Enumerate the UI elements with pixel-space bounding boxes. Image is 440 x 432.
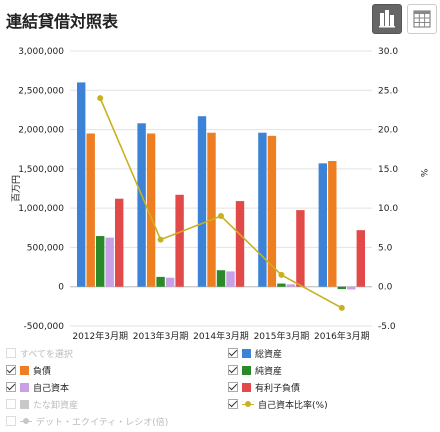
legend-label: 負債 <box>33 366 52 377</box>
y-tick-label: 0 <box>58 283 64 293</box>
bar-net_assets <box>216 270 226 287</box>
legend-checkbox[interactable] <box>228 348 238 358</box>
bar-interest_debt <box>175 194 184 287</box>
bar-net_assets <box>337 286 346 290</box>
point-equity_ratio <box>338 304 345 311</box>
bar-interest_debt <box>115 198 124 287</box>
legend-item[interactable]: 総資産 <box>228 345 282 361</box>
legend-label: 純資産 <box>255 366 283 377</box>
legend-swatch <box>242 365 251 375</box>
legend-checkbox[interactable] <box>6 348 16 358</box>
legend-swatch <box>20 365 29 375</box>
legend-checkbox[interactable] <box>228 382 238 392</box>
legend-item[interactable]: 有利子負債 <box>228 379 300 395</box>
bar-total_assets <box>197 116 207 287</box>
point-equity_ratio <box>278 271 285 278</box>
y2-tick-label: 20.0 <box>378 126 398 136</box>
legend-label: たな卸資産 <box>33 400 79 411</box>
bar-equity <box>286 284 296 287</box>
y2-tick-label: 15.0 <box>378 165 398 175</box>
bar-net_assets <box>277 283 286 287</box>
legend-item[interactable]: 自己資本 <box>6 379 69 395</box>
x-tick-label: 2014年3月期 <box>193 330 249 342</box>
x-tick-label: 2012年3月期 <box>72 330 128 342</box>
legend-line-swatch <box>20 417 32 426</box>
legend-label: すべてを選択 <box>20 349 73 360</box>
bar-equity <box>165 277 175 287</box>
bar-total_assets <box>258 132 267 287</box>
x-tick-label: 2015年3月期 <box>254 330 310 342</box>
y2-tick-label: -5.0 <box>378 322 396 332</box>
balance-sheet-chart: 3,000,000 2,500,000 2,000,000 1,500,000 1,00… <box>11 47 428 342</box>
legend-swatch <box>20 399 29 409</box>
y-tick-label: 1,000,000 <box>18 204 64 214</box>
y-tick-label: 2,000,000 <box>18 126 64 136</box>
legend-checkbox[interactable] <box>6 365 16 375</box>
y-tick-label: -500,000 <box>24 322 65 332</box>
legend-item[interactable]: 自己資本比率(%) <box>228 396 328 412</box>
legend-item[interactable]: たな卸資産 <box>6 396 78 412</box>
y2-tick-label: 5.0 <box>378 243 393 253</box>
legend-item[interactable]: デット・エクイティ・レシオ(倍) <box>6 413 168 429</box>
point-equity_ratio <box>97 95 104 102</box>
page-title: 連結貸借対照表 <box>6 12 119 31</box>
bar-total_assets <box>137 123 146 287</box>
bar-equity <box>226 271 235 287</box>
legend-label: 自己資本比率(%) <box>258 400 328 411</box>
bar-liabilities <box>86 133 95 287</box>
legend-item[interactable]: すべてを選択 <box>6 345 73 361</box>
legend-item[interactable]: 純資産 <box>228 362 282 378</box>
bar-interest_debt <box>356 230 365 287</box>
bar-total_assets <box>77 82 86 287</box>
x-tick-label: 2016年3月期 <box>314 330 370 342</box>
legend-checkbox[interactable] <box>228 399 238 409</box>
y2-tick-label: 0.0 <box>378 283 393 293</box>
bar-total_assets <box>318 163 327 287</box>
legend-checkbox[interactable] <box>6 416 16 426</box>
legend-swatch <box>20 382 29 392</box>
legend-label: デット・エクイティ・レシオ(倍) <box>36 417 169 428</box>
bar-equity <box>105 237 114 287</box>
y2-tick-label: 25.0 <box>378 86 398 96</box>
legend-label: 有利子負債 <box>255 383 301 394</box>
legend-checkbox[interactable] <box>6 382 16 392</box>
legend-label: 総資産 <box>255 349 283 360</box>
bar-liabilities <box>146 133 156 287</box>
bar-interest_debt <box>235 201 245 287</box>
x-tick-label: 2013年3月期 <box>133 330 189 342</box>
legend-swatch <box>242 382 251 392</box>
y-tick-label: 500,000 <box>27 243 64 253</box>
legend-line-swatch <box>242 400 254 409</box>
bar-liabilities <box>207 132 216 287</box>
legend-swatch <box>242 348 251 358</box>
y-tick-label: 1,500,000 <box>18 165 64 175</box>
bar-liabilities <box>328 161 337 287</box>
legend-checkbox[interactable] <box>6 399 16 409</box>
bar-liabilities <box>267 135 277 287</box>
y-axis-title: 百万円 <box>11 175 22 202</box>
bar-interest_debt <box>296 210 305 287</box>
y2-tick-label: 10.0 <box>378 204 398 214</box>
bar-net_assets <box>156 276 165 287</box>
legend-item[interactable]: 負債 <box>6 362 51 378</box>
bar-chart-icon <box>379 10 395 28</box>
bar-equity <box>347 286 356 290</box>
y2-tick-label: 30.0 <box>378 47 398 57</box>
point-equity_ratio <box>218 213 224 219</box>
y2-axis-title: % <box>418 169 428 178</box>
legend-checkbox[interactable] <box>228 365 238 375</box>
chart-view-button[interactable] <box>372 4 402 34</box>
point-equity_ratio <box>157 236 164 243</box>
y-tick-label: 2,500,000 <box>18 86 64 96</box>
bar-net_assets <box>96 236 105 287</box>
table-view-button[interactable] <box>407 4 437 34</box>
legend-label: 自己資本 <box>33 383 70 394</box>
y-tick-label: 3,000,000 <box>18 47 64 57</box>
table-icon <box>413 10 431 28</box>
